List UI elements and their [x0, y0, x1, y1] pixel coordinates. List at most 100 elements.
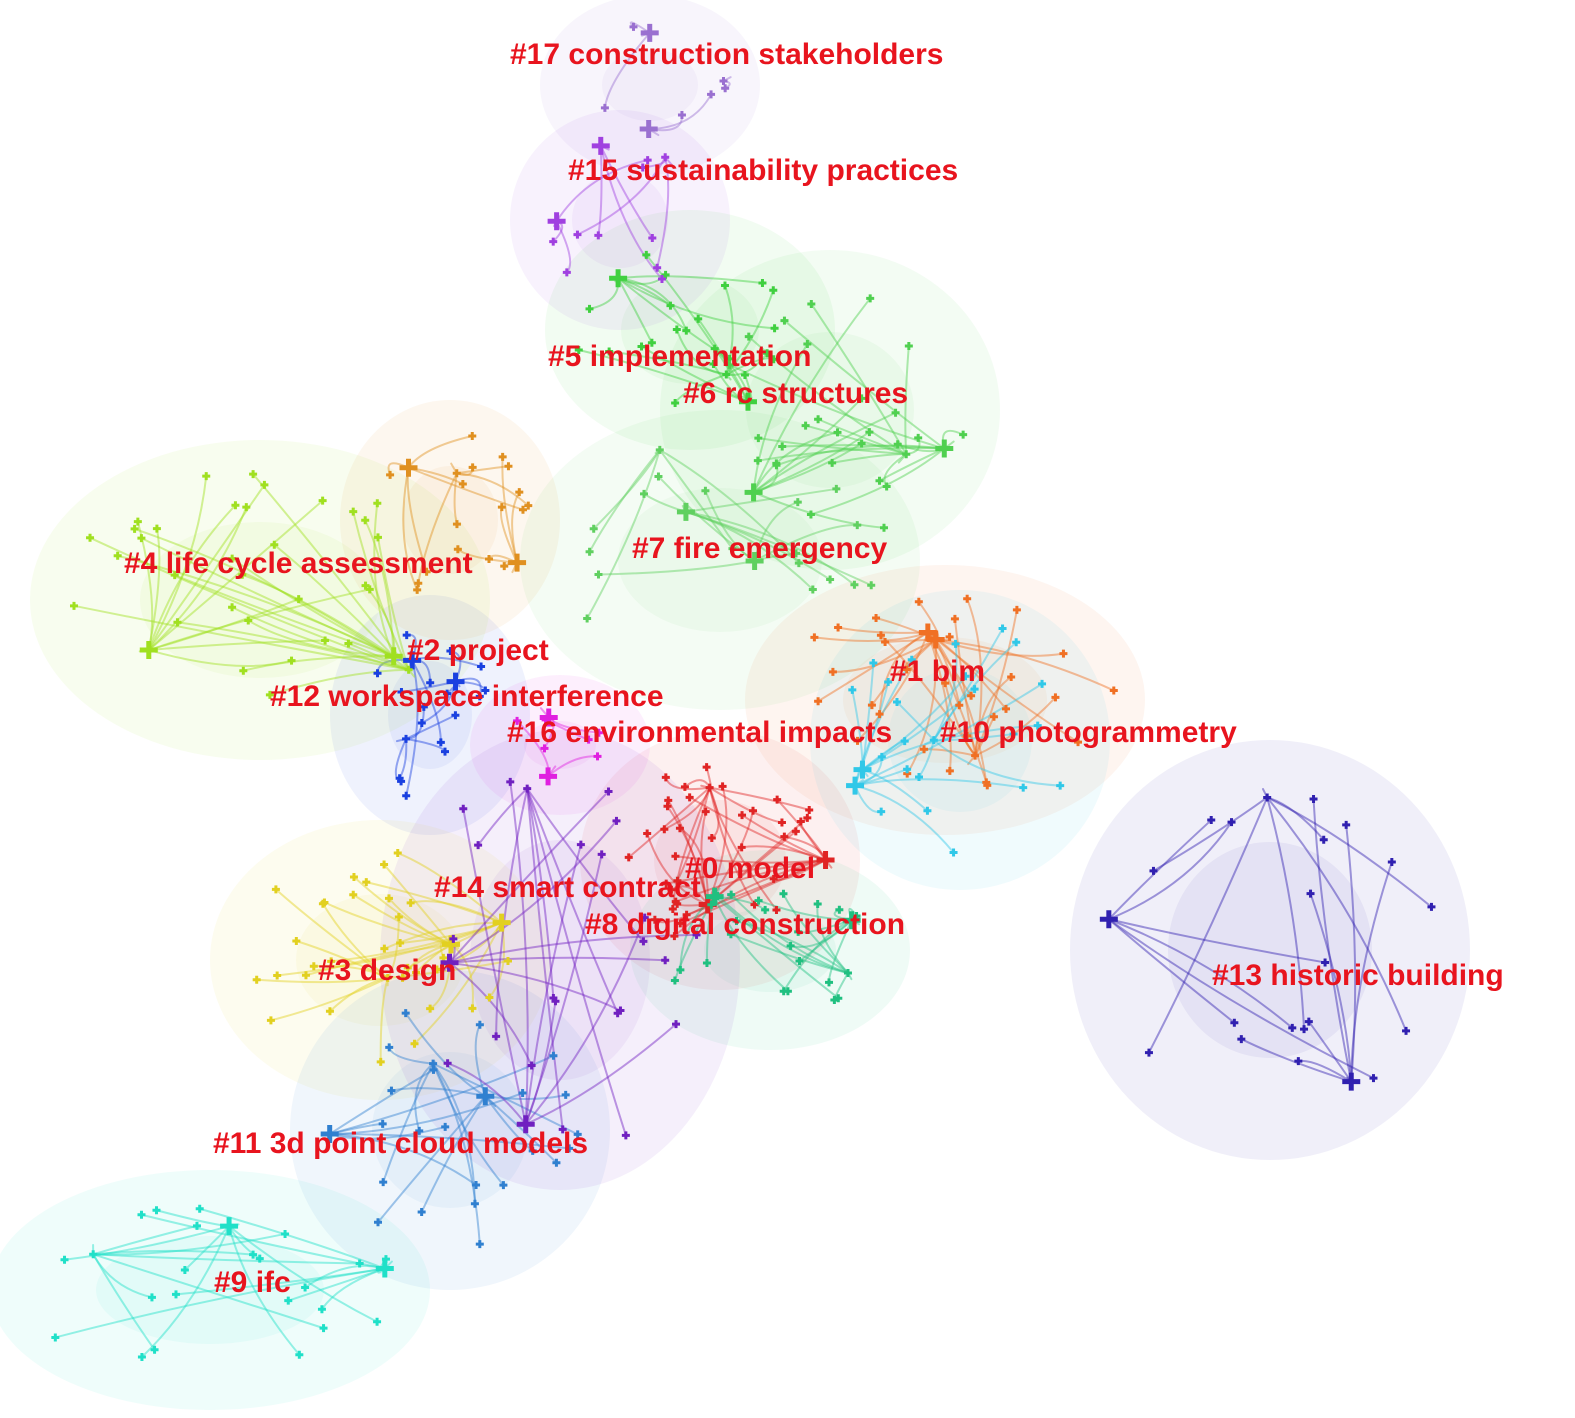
link — [752, 397, 863, 494]
node — [638, 163, 647, 172]
node — [806, 510, 815, 519]
link — [932, 628, 1004, 741]
node — [539, 767, 558, 786]
link — [92, 1253, 324, 1330]
node — [228, 554, 237, 563]
cluster-label: #5 implementation — [548, 340, 811, 373]
link — [329, 977, 388, 1012]
node — [492, 913, 511, 932]
node — [1056, 781, 1065, 790]
node — [573, 1130, 582, 1139]
node — [150, 1345, 159, 1354]
link — [667, 799, 709, 905]
node — [378, 1119, 387, 1128]
node — [732, 917, 741, 926]
link — [287, 1267, 386, 1302]
node — [380, 944, 389, 953]
node — [779, 889, 788, 898]
link — [670, 885, 709, 906]
link — [177, 621, 409, 671]
link — [685, 487, 837, 513]
link — [400, 921, 502, 945]
node — [503, 957, 512, 966]
node — [591, 136, 610, 155]
node — [449, 934, 458, 943]
link — [92, 1224, 198, 1256]
link — [408, 466, 524, 511]
node — [795, 956, 804, 965]
node — [672, 1020, 681, 1029]
cluster-core — [602, 49, 698, 121]
link — [1308, 1020, 1353, 1083]
node — [671, 399, 680, 408]
link — [89, 536, 409, 671]
node — [1304, 1017, 1313, 1026]
link — [753, 411, 896, 494]
node — [657, 275, 666, 284]
link — [305, 943, 452, 977]
node — [707, 90, 716, 99]
node — [713, 891, 722, 900]
node — [1207, 816, 1216, 825]
node — [173, 618, 182, 627]
node — [558, 1125, 567, 1134]
link — [927, 631, 1079, 743]
node — [518, 1089, 527, 1098]
node — [666, 301, 675, 310]
node — [137, 534, 146, 543]
link — [391, 1087, 486, 1098]
link — [147, 528, 161, 651]
cluster-core — [1168, 842, 1372, 1058]
link — [674, 373, 727, 404]
link — [488, 922, 506, 999]
nodes — [51, 22, 1436, 1361]
node — [1227, 818, 1236, 827]
link — [275, 888, 389, 979]
node — [803, 813, 812, 822]
node — [396, 939, 405, 948]
node — [476, 1087, 495, 1106]
node — [640, 23, 659, 42]
node — [604, 787, 613, 796]
node — [963, 594, 972, 603]
node — [676, 965, 685, 974]
link — [704, 490, 756, 562]
link — [175, 1267, 385, 1296]
cluster-core — [618, 488, 822, 632]
node — [402, 791, 411, 800]
node — [231, 501, 240, 510]
node — [417, 718, 426, 727]
link — [329, 1125, 446, 1140]
link — [388, 897, 452, 946]
link — [713, 896, 789, 992]
link — [730, 933, 849, 974]
cluster-label: #15 sustainability practices — [568, 154, 958, 187]
cluster-core — [96, 1236, 324, 1344]
link — [1266, 796, 1433, 908]
link — [1266, 796, 1325, 841]
node — [540, 744, 549, 753]
node — [1074, 738, 1083, 747]
node — [401, 1009, 410, 1018]
node — [349, 507, 358, 516]
node — [881, 638, 890, 647]
link — [664, 156, 674, 167]
link — [659, 449, 800, 564]
node — [594, 570, 603, 579]
node — [961, 672, 970, 681]
link — [673, 859, 826, 937]
link — [657, 475, 756, 562]
cluster-area — [290, 970, 610, 1290]
node — [504, 462, 513, 471]
link — [92, 1253, 156, 1351]
cluster-label: #16 environmental impacts — [507, 716, 892, 749]
node — [373, 1218, 382, 1227]
link — [816, 903, 849, 974]
node — [923, 806, 932, 815]
node — [813, 900, 822, 909]
link — [598, 559, 755, 576]
link — [1108, 821, 1233, 921]
node — [394, 912, 403, 921]
node — [869, 659, 878, 667]
node — [475, 1020, 484, 1029]
